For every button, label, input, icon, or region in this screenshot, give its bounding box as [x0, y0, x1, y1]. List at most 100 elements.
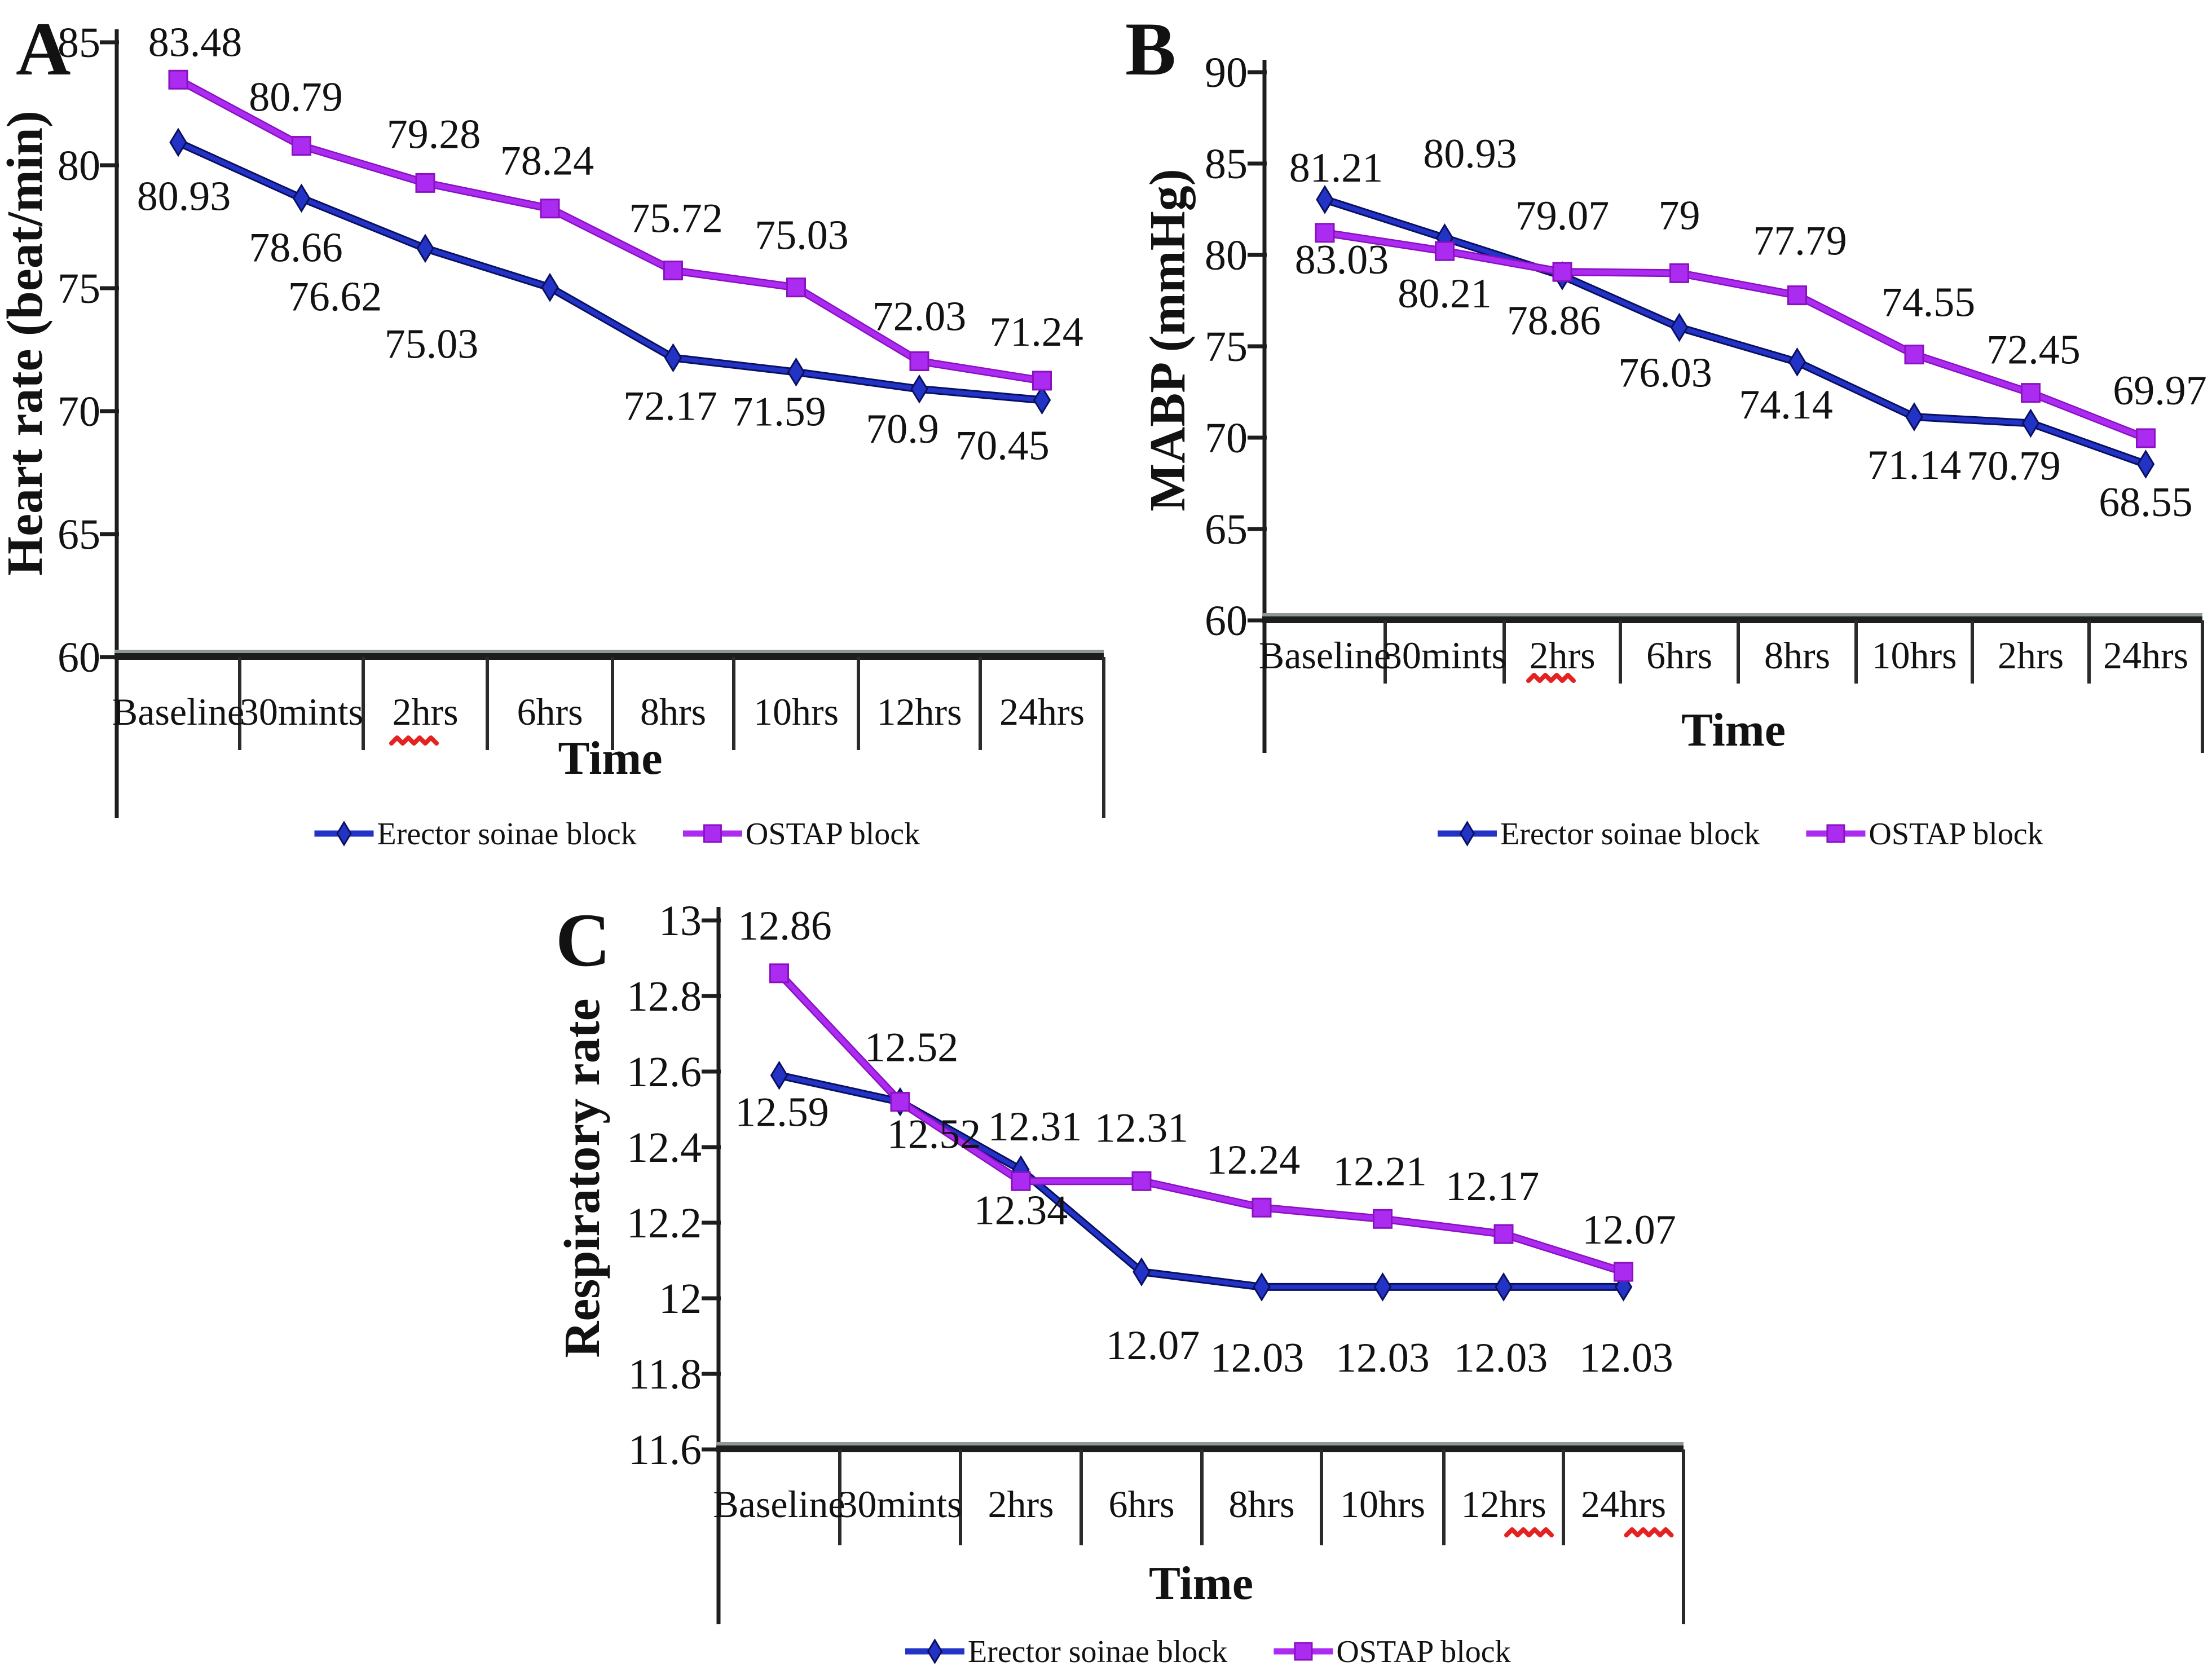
category-label: 6hrs — [517, 690, 583, 733]
category-label: 8hrs — [640, 690, 706, 733]
data-point-marker-diamond — [1033, 385, 1051, 415]
data-point-marker-diamond — [664, 343, 682, 373]
data-point-marker-square — [909, 351, 929, 371]
y-tick-label: 90 — [1205, 49, 1248, 96]
category-label: 10hrs — [1871, 634, 1957, 677]
data-point-marker-diamond — [1133, 1257, 1151, 1286]
data-point-label-below: 74.14 — [1739, 382, 1833, 428]
data-point-label-below: 78.86 — [1507, 298, 1601, 344]
chart-panel-b: B 90 85 80 75 70 65 60 MABP (mmHg) Baseline30mint… — [1125, 7, 2207, 852]
data-point-marker-square — [168, 69, 188, 90]
data-point-label-below: 80.21 — [1398, 271, 1492, 317]
chart-panel-c: C 13 12.8 12.6 12.4 12.2 12 11.8 11.6 Respiratory… — [554, 897, 1685, 1666]
data-point-marker-diamond — [541, 272, 559, 302]
data-point-label-above: 77.79 — [1753, 218, 1847, 265]
y-axis-title: Respiratory rate — [554, 998, 610, 1358]
data-point-label-above: 81.21 — [1289, 145, 1383, 191]
data-point-label-below: 70.45 — [955, 422, 1050, 469]
data-point-marker-square — [1315, 223, 1335, 243]
data-point-marker-square — [415, 173, 435, 193]
data-point-marker-square — [2021, 383, 2041, 403]
category-label: 8hrs — [1764, 634, 1830, 677]
data-point-label-below: 75.03 — [385, 321, 479, 368]
data-point-marker-square — [1493, 1224, 1514, 1244]
y-tick-label: 60 — [1205, 597, 1248, 645]
misspelling-underline — [1526, 673, 1576, 683]
data-point-marker-diamond — [787, 357, 805, 387]
panel-label: C — [556, 898, 611, 982]
x-axis-title: Time — [1681, 704, 1786, 756]
data-point-marker-diamond — [1253, 1272, 1271, 1302]
data-point-label-below: 12.03 — [1210, 1335, 1305, 1381]
category-label: 6hrs — [1108, 1483, 1174, 1526]
data-point-label-above: 75.72 — [629, 196, 723, 242]
legend-marker-diamond-icon — [927, 1638, 943, 1664]
data-point-label-above: 12.31 — [988, 1104, 1082, 1150]
data-point-marker-diamond — [1495, 1272, 1513, 1302]
data-point-label-above: 12.31 — [1095, 1105, 1189, 1151]
y-tick-label: 60 — [58, 634, 100, 681]
data-point-marker-square — [890, 1092, 910, 1112]
legend-marker-square-icon — [703, 824, 722, 843]
data-point-marker-diamond — [1788, 347, 1806, 377]
y-tick-label: 12.4 — [627, 1124, 702, 1171]
y-tick-label: 12.2 — [627, 1200, 702, 1247]
data-point-marker-square — [1669, 263, 1689, 283]
category-label: 8hrs — [1228, 1483, 1294, 1526]
data-point-marker-diamond — [1316, 184, 1334, 214]
category-label: 2hrs — [1529, 634, 1595, 677]
category-label: 2hrs — [392, 690, 458, 733]
category-label: 24hrs — [1581, 1483, 1666, 1526]
legend-marker-square-icon — [1826, 824, 1845, 843]
y-tick-label: 12.6 — [627, 1048, 702, 1096]
panel-label: A — [16, 7, 71, 91]
data-point-label-below: 12.03 — [1336, 1335, 1430, 1381]
legend-label: OSTAP block — [1869, 817, 2043, 852]
data-point-label-above: 83.48 — [148, 19, 243, 65]
y-tick-label: 70 — [1205, 415, 1248, 462]
data-point-marker-square — [292, 136, 311, 156]
legend: Erector soinae block OSTAP block — [905, 1634, 1511, 1666]
y-tick-label: 85 — [58, 19, 100, 67]
data-point-label-above: 75.03 — [755, 213, 849, 259]
data-point-label-below: 12.03 — [1454, 1335, 1548, 1381]
legend-marker-diamond-icon — [1459, 821, 1475, 847]
data-point-label-above: 79.28 — [387, 111, 481, 157]
category-label: Baseline — [1259, 634, 1391, 677]
data-point-label-below: 12.07 — [1106, 1323, 1200, 1369]
data-point-label-above: 12.24 — [1206, 1137, 1301, 1183]
legend-label: Erector soinae block — [968, 1634, 1227, 1666]
data-point-marker-diamond — [1905, 402, 1923, 431]
y-tick-label: 75 — [1205, 323, 1248, 371]
data-point-label-below: 70.9 — [866, 406, 939, 452]
data-point-marker-square — [1904, 345, 1924, 365]
data-point-label-above: 69.97 — [2113, 368, 2207, 414]
data-point-label-above: 12.17 — [1446, 1163, 1540, 1210]
legend: Erector soinae block OSTAP block — [314, 817, 920, 852]
data-point-marker-diamond — [910, 374, 928, 404]
legend-label: OSTAP block — [746, 817, 920, 852]
category-label: 30mints — [1383, 634, 1506, 677]
data-point-marker-square — [1435, 241, 1455, 261]
category-label: 12hrs — [1461, 1483, 1546, 1526]
data-point-marker-square — [1032, 371, 1052, 391]
data-point-marker-square — [1131, 1171, 1152, 1191]
series-line-ostap — [1324, 230, 2147, 441]
series-line-ostap — [177, 77, 1043, 384]
data-point-label-below: 80.93 — [137, 173, 231, 219]
data-point-label-above: 74.55 — [1881, 280, 1976, 326]
data-point-label-above: 12.21 — [1333, 1148, 1427, 1195]
y-tick-label: 65 — [58, 511, 100, 558]
category-label: 2hrs — [1998, 634, 2064, 677]
data-point-label-above: 12.52 — [865, 1025, 959, 1071]
x-axis-title: Time — [558, 732, 662, 784]
series-line-ostap — [777, 971, 1624, 1275]
y-tick-label: 11.6 — [628, 1426, 702, 1474]
category-label: Baseline — [112, 690, 244, 733]
y-tick-label: 70 — [58, 388, 100, 435]
data-point-label-below: 71.59 — [732, 389, 826, 435]
category-label: 24hrs — [999, 690, 1085, 733]
data-point-label-above: 12.86 — [738, 903, 832, 949]
data-point-label-below: 83.03 — [1295, 237, 1389, 283]
